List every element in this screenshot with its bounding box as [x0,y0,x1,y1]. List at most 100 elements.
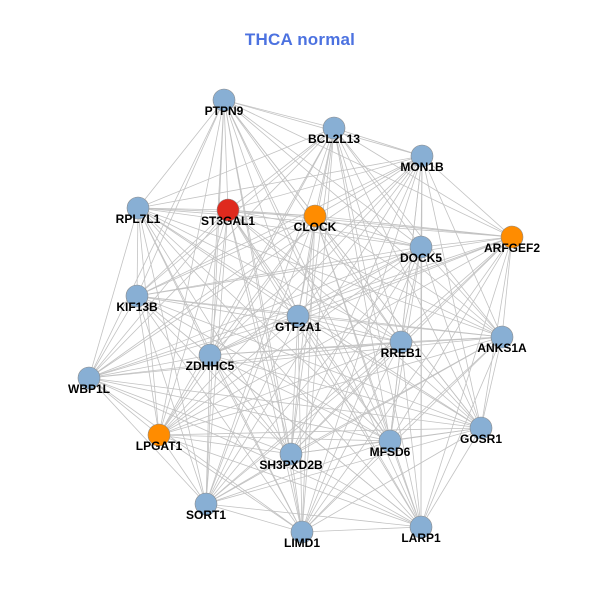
edge-line [137,207,422,248]
edge-line [227,155,423,211]
node-circle-anks1a [490,325,514,349]
node-circle-larp1 [409,515,433,539]
node-label-lpgat1: LPGAT1 [136,439,183,453]
edge-line [389,236,513,442]
edge-line [209,127,335,356]
edge-line [136,236,513,297]
edge-line [333,127,402,343]
edge-line [137,99,225,209]
node-label-larp1: LARP1 [401,531,441,545]
edge-line [297,246,422,317]
edge-line [290,440,391,455]
edge-line [136,295,303,533]
edge-line [480,336,503,429]
edge-line [88,336,503,379]
edge-line [301,427,482,533]
node-circle-sh3pxd2b [279,442,303,466]
edge-line [314,215,422,248]
edge-line [297,315,482,429]
edge-line [297,155,423,317]
node-circle-sort1 [194,492,218,516]
node-circle-rreb1 [389,330,413,354]
figure-title: THCA normal [244,30,356,49]
edge-line [88,377,482,429]
edge-line [88,315,299,379]
edge-line [227,127,335,211]
edge-line [136,99,225,297]
edge-line [420,336,503,528]
edge-line [223,99,299,317]
node-circle-lpgat1 [147,423,171,447]
edge-line [209,246,422,356]
edge-line [333,127,422,528]
node-label-ptpn9: PTPN9 [205,104,244,118]
edge-line [421,155,482,429]
edge-line [290,341,402,455]
edge-line [136,295,160,436]
edge-line [227,209,482,429]
node-circle-gtf2a1 [286,304,310,328]
edge-line [158,336,503,436]
edge-line [158,236,513,436]
edge-line [223,99,513,238]
edge-line [400,341,482,429]
edge-line [227,209,402,343]
edge-line [297,315,303,533]
edge-line [137,207,482,429]
edge-line [205,503,303,533]
node-label-sort1: SORT1 [186,508,226,522]
edge-line [158,315,299,436]
edge-line [314,215,513,238]
edge-line [158,434,207,505]
node-label-dock5: DOCK5 [400,251,442,265]
edge-line [137,207,160,436]
edge-line [400,341,422,528]
edge-line [158,354,211,436]
edge-line [158,99,225,436]
node-circle-bcl2l13 [322,116,346,140]
edge-line [136,207,139,297]
edge-line [297,236,513,317]
edge-line [205,315,299,505]
edge-line [158,434,292,455]
node-label-kif13b: KIF13B [116,300,158,314]
edge-line [209,354,422,528]
node-label-mon1b: MON1B [400,160,444,174]
edge-line [205,440,391,505]
edge-line [420,427,482,528]
node-label-zdhhc5: ZDHHC5 [186,359,235,373]
edge-line [136,246,422,297]
edge-line [301,526,422,533]
edge-line [314,155,423,217]
node-circle-arfgef2 [500,225,524,249]
edge-line [301,155,423,533]
node-circle-kif13b [125,284,149,308]
edge-line [223,99,422,528]
node-circle-mfsd6 [378,429,402,453]
edge-line [297,315,402,343]
edge-line [501,236,513,338]
edge-line [137,207,513,238]
edge-line [136,295,482,429]
edge-line [209,155,423,356]
edge-line [301,336,503,533]
edge-line [209,236,513,356]
edge-line [223,99,422,248]
node-label-limd1: LIMD1 [284,536,320,550]
edge-line [297,315,503,338]
edge-line [136,215,316,297]
node-label-wbp1l: WBP1L [68,382,110,396]
node-label-arfgef2: ARFGEF2 [484,241,540,255]
edge-line [290,315,299,455]
edge-line [290,453,303,533]
node-circle-ptpn9 [212,88,236,112]
edge-line [227,209,303,533]
edge-line [158,246,422,436]
edge-line [158,434,422,528]
edge-line [301,440,391,533]
edge-line [421,155,513,238]
node-label-rreb1: RREB1 [381,346,422,360]
edge-line [136,295,292,455]
edge-line [333,127,503,338]
